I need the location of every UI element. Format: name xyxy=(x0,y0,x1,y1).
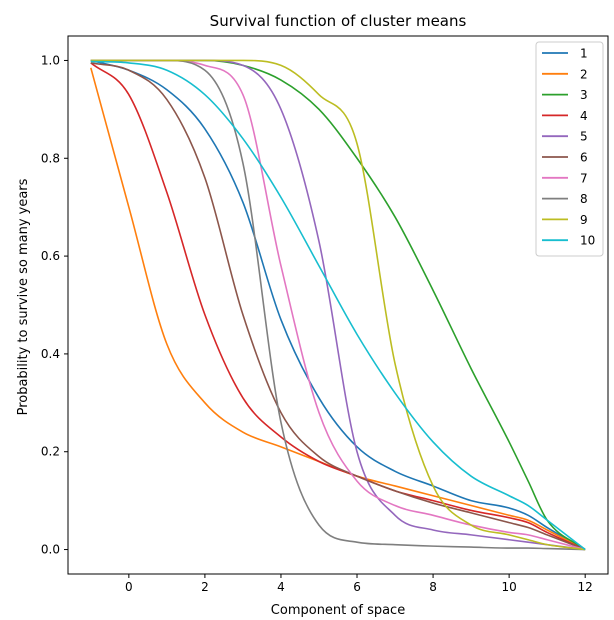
legend-label-1: 1 xyxy=(580,47,588,61)
y-tick-label: 0.2 xyxy=(41,445,60,459)
x-tick-label: 12 xyxy=(578,580,593,594)
y-tick-label: 0.4 xyxy=(41,347,60,361)
legend-label-9: 9 xyxy=(580,213,588,227)
x-tick-label: 10 xyxy=(501,580,516,594)
y-axis-label: Probability to survive so many years xyxy=(16,178,31,415)
legend-label-3: 3 xyxy=(580,88,588,102)
x-tick-label: 0 xyxy=(125,580,133,594)
legend: 1 2 3 4 5 6 7 8 9 10 xyxy=(535,41,604,257)
legend-label-8: 8 xyxy=(580,192,588,206)
plot-frame xyxy=(67,35,609,575)
legend-label-7: 7 xyxy=(580,171,588,185)
legend-label-2: 2 xyxy=(580,67,588,81)
y-tick-label: 0.0 xyxy=(41,543,60,557)
x-tick-label: 6 xyxy=(353,580,361,594)
legend-label-4: 4 xyxy=(580,109,588,123)
legend-label-10: 10 xyxy=(580,234,595,248)
plot-area: 0 2 4 6 8 10 120.00.20.40.60.81.0 xyxy=(41,35,609,594)
legend-label-5: 5 xyxy=(580,130,588,144)
legend-label-6: 6 xyxy=(580,151,588,165)
series-line-10 xyxy=(90,60,586,551)
y-tick-label: 0.8 xyxy=(41,151,60,165)
series-line-4 xyxy=(90,62,586,551)
x-tick-label: 8 xyxy=(429,580,437,594)
series-line-9 xyxy=(90,59,586,551)
y-tick-label: 1.0 xyxy=(41,53,60,67)
chart-title: Survival function of cluster means xyxy=(210,12,467,30)
x-tick-label: 2 xyxy=(201,580,209,594)
series-line-8 xyxy=(90,59,586,551)
x-tick-label: 4 xyxy=(277,580,285,594)
series-line-1 xyxy=(90,59,586,551)
x-axis-label: Component of space xyxy=(271,603,405,618)
y-tick-label: 0.6 xyxy=(41,249,60,263)
series-line-6 xyxy=(90,62,586,551)
